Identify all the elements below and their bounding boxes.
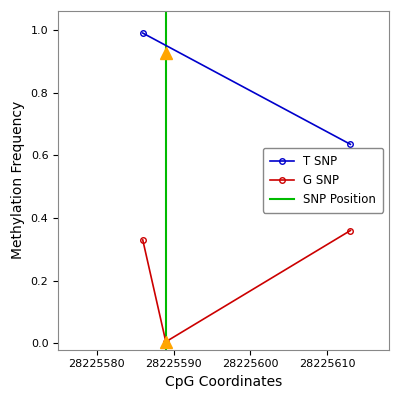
Legend: T SNP, G SNP, SNP Position: T SNP, G SNP, SNP Position [263,148,383,213]
X-axis label: CpG Coordinates: CpG Coordinates [165,375,282,389]
Y-axis label: Methylation Frequency: Methylation Frequency [11,101,25,260]
